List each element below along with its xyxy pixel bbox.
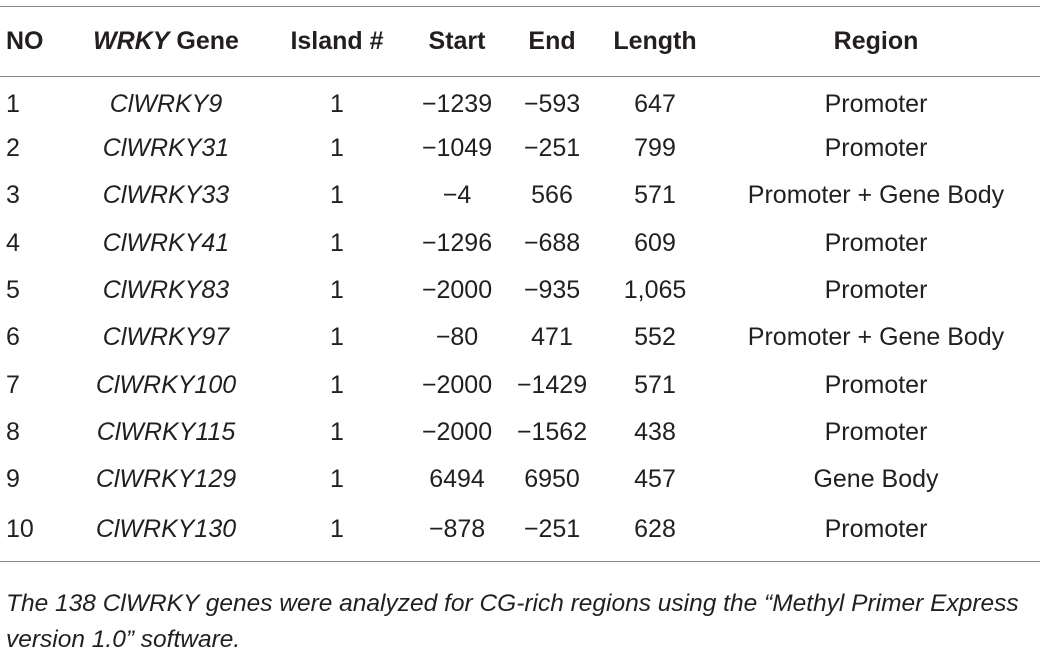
cell-region: Promoter + Gene Body: [747, 181, 1005, 210]
table-row: 2 ClWRKY31 1 −1049 −251 799 Promoter: [0, 125, 1040, 172]
cell-end: 566: [531, 181, 573, 210]
cell-length: 438: [634, 417, 676, 446]
table-row: 5 ClWRKY83 1 −2000 −935 1,065 Promoter: [0, 267, 1040, 314]
cell-length: 552: [634, 323, 676, 352]
cell-island: 1: [330, 465, 344, 494]
cell-island: 1: [330, 90, 344, 118]
cell-end: −251: [523, 514, 581, 543]
cell-length: 1,065: [623, 276, 687, 305]
cell-island: 1: [330, 228, 344, 257]
cell-region: Promoter: [824, 90, 928, 118]
cell-region: Promoter: [824, 228, 928, 257]
cell-region: Promoter: [824, 276, 928, 305]
cell-gene: ClWRKY97: [102, 323, 230, 352]
cell-start: 6494: [429, 465, 485, 494]
cell-start: −2000: [421, 370, 493, 399]
cell-start: −4: [442, 181, 472, 210]
cell-region: Promoter: [824, 514, 928, 543]
header-gene: WRKY Gene: [66, 7, 266, 77]
cell-end: 471: [531, 323, 573, 352]
cell-island: 1: [330, 134, 344, 163]
cell-gene: ClWRKY129: [95, 465, 237, 494]
cell-gene: ClWRKY33: [102, 181, 230, 210]
table-row: 4 ClWRKY41 1 −1296 −688 609 Promoter: [0, 220, 1040, 267]
cell-length: 628: [634, 514, 676, 543]
cell-region: Promoter: [824, 417, 928, 446]
cell-length: 647: [634, 90, 676, 118]
cell-end: −251: [523, 134, 581, 163]
cell-start: −1049: [421, 134, 493, 163]
cell-end: −1429: [516, 370, 588, 399]
cell-no: 4: [6, 228, 20, 257]
cell-length: 571: [634, 181, 676, 210]
cell-no: 10: [6, 514, 34, 543]
cell-no: 1: [6, 90, 20, 118]
cell-no: 5: [6, 276, 20, 305]
header-gene-rest: Gene: [169, 27, 239, 55]
cell-start: −2000: [421, 417, 493, 446]
cell-end: −593: [523, 90, 581, 118]
cell-gene: ClWRKY115: [96, 417, 236, 446]
cell-region: Promoter + Gene Body: [747, 323, 1005, 352]
header-island: Island #: [290, 27, 384, 55]
table-row: 6 ClWRKY97 1 −80 471 552 Promoter + Gene Body: [0, 314, 1040, 361]
cell-start: −1296: [421, 228, 493, 257]
table-row: 9 ClWRKY129 1 6494 6950 457 Gene Body: [0, 456, 1040, 503]
table-row: 10 ClWRKY130 1 −878 −251 628 Promoter: [0, 503, 1040, 562]
cell-island: 1: [330, 276, 344, 305]
header-length: Length: [613, 27, 697, 55]
cell-end: −935: [523, 276, 581, 305]
table-row: 8 ClWRKY115 1 −2000 −1562 438 Promoter: [0, 409, 1040, 456]
cell-end: −688: [523, 228, 581, 257]
cell-length: 457: [634, 465, 676, 494]
wrky-cpg-island-table: NO WRKY Gene Island # Start End Length R…: [0, 6, 1040, 562]
cell-island: 1: [330, 370, 344, 399]
table-row: 3 ClWRKY33 1 −4 566 571 Promoter + Gene Body: [0, 172, 1040, 219]
cell-no: 8: [6, 417, 20, 446]
header-region: Region: [833, 27, 919, 55]
table-body: 1 ClWRKY9 1 −1239 −593 647 Promoter 2 ClWRKY31 1−…: [0, 77, 1040, 562]
cell-no: 9: [6, 465, 20, 494]
cell-start: −80: [435, 323, 479, 352]
cell-region: Promoter: [824, 370, 928, 399]
cell-island: 1: [330, 181, 344, 210]
cell-no: 3: [6, 181, 20, 210]
header-end: End: [528, 27, 576, 55]
table-footnote: The 138 ClWRKY genes were analyzed for C…: [6, 590, 1019, 653]
cell-start: −878: [428, 514, 486, 543]
header-no: NO: [6, 27, 44, 55]
cell-no: 7: [6, 370, 20, 399]
cell-gene: ClWRKY31: [102, 134, 230, 163]
cell-gene: ClWRKY130: [95, 514, 237, 543]
cell-length: 799: [634, 134, 676, 163]
cell-end: −1562: [516, 417, 588, 446]
table-row: 1 ClWRKY9 1 −1239 −593 647 Promoter: [0, 77, 1040, 126]
cell-no: 2: [6, 134, 20, 163]
cell-start: −2000: [421, 276, 493, 305]
cell-gene: ClWRKY9: [109, 90, 223, 118]
cell-gene: ClWRKY100: [95, 370, 237, 399]
table-row: 7 ClWRKY100 1 −2000 −1429 571 Promoter: [0, 361, 1040, 408]
cell-end: 6950: [524, 465, 580, 494]
cell-length: 571: [634, 370, 676, 399]
cell-no: 6: [6, 323, 20, 352]
cell-island: 1: [330, 514, 344, 543]
header-row: NO WRKY Gene Island # Start End Length R…: [0, 6, 1040, 77]
table-header: NO WRKY Gene Island # Start End Length R…: [0, 6, 1040, 77]
cell-start: −1239: [421, 90, 493, 118]
header-gene-italic: WRKY: [93, 27, 170, 55]
header-start: Start: [428, 27, 486, 55]
cell-region: Promoter: [824, 134, 928, 163]
cell-island: 1: [330, 417, 344, 446]
cell-length: 609: [634, 228, 676, 257]
cell-gene: ClWRKY83: [102, 276, 230, 305]
cell-region: Gene Body: [813, 465, 939, 494]
cell-gene: ClWRKY41: [102, 228, 230, 257]
cell-island: 1: [330, 323, 344, 352]
